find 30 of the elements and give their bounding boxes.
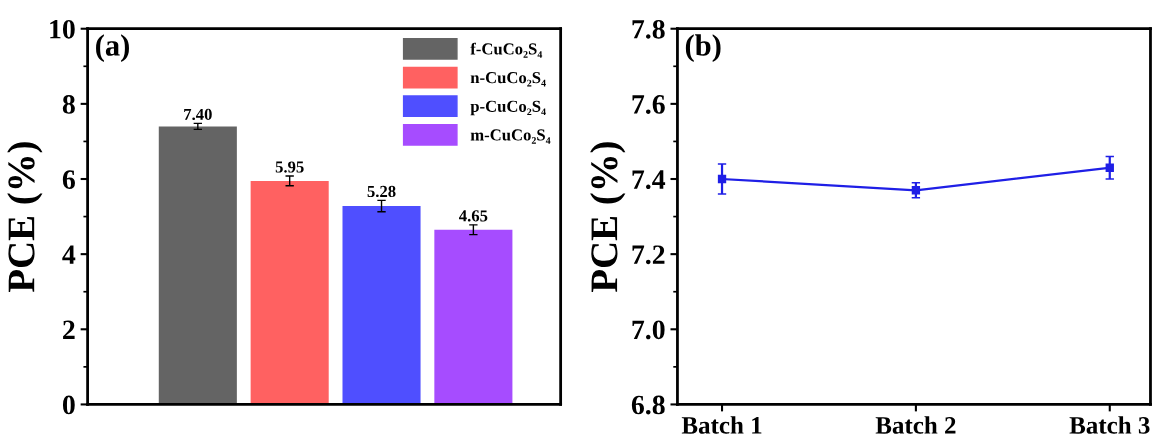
point: [1105, 163, 1114, 172]
data-label: 5.95: [275, 161, 304, 173]
y-tick-label: 7.2: [632, 245, 665, 265]
legend-label: m-CuCo₂S₄: [470, 129, 551, 144]
y-tick-label: 6.8: [631, 395, 665, 415]
x-tick-label: Batch 1: [681, 416, 762, 434]
y-tick-label: 7.4: [632, 170, 666, 190]
point: [717, 174, 727, 184]
y-tick-label: 7.8: [632, 19, 665, 39]
y-tick-label: 7.6: [632, 95, 665, 114]
legend-label: n-CuCo₂S₄: [470, 72, 546, 87]
legend-label: f-CuCo₂S₄: [470, 42, 543, 58]
x-tick-label: Batch 3: [1069, 416, 1150, 434]
y-axis-title: PCE (%): [590, 142, 626, 293]
annotation: (b): [685, 34, 721, 63]
data-label: 4.65: [459, 210, 488, 222]
y-tick-label: 4: [62, 245, 76, 264]
x-tick-label: Batch 2: [875, 416, 956, 434]
annotation: (a): [96, 34, 129, 63]
data-label: 5.28: [367, 185, 396, 198]
legend-label: p-CuCo₂S₄: [470, 100, 546, 116]
data-label: 7.40: [184, 108, 212, 121]
y-axis-title: PCE (%): [7, 142, 43, 293]
y-tick-label: 0: [62, 395, 75, 415]
y-tick-label: 7.0: [632, 320, 665, 340]
point: [911, 186, 921, 195]
y-tick-label: 6: [62, 170, 75, 189]
y-tick-label: 10: [50, 19, 75, 39]
y-tick-label: 2: [63, 320, 75, 339]
y-tick-label: 8: [62, 95, 75, 114]
